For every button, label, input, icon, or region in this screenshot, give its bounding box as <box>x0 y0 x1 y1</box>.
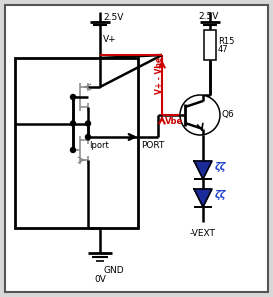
Text: Iport: Iport <box>89 140 109 149</box>
Text: 47: 47 <box>218 45 229 55</box>
Text: Vbe: Vbe <box>165 116 183 126</box>
Text: 0V: 0V <box>94 275 106 284</box>
Bar <box>15 58 138 228</box>
Text: GND: GND <box>104 266 125 275</box>
Circle shape <box>180 95 220 135</box>
Text: -VEXT: -VEXT <box>190 229 216 238</box>
Circle shape <box>85 121 91 126</box>
Circle shape <box>85 135 91 140</box>
Circle shape <box>70 94 76 99</box>
Circle shape <box>70 148 76 152</box>
Text: R15: R15 <box>218 37 235 45</box>
Text: ζζ: ζζ <box>215 162 227 172</box>
Bar <box>204 30 216 60</box>
Text: 2.5V: 2.5V <box>198 12 218 21</box>
Text: PORT: PORT <box>141 141 164 151</box>
Text: Q6: Q6 <box>222 110 235 119</box>
Text: ζζ: ζζ <box>215 190 227 200</box>
Polygon shape <box>194 161 212 179</box>
Circle shape <box>70 121 76 126</box>
Text: V+: V+ <box>103 36 117 45</box>
Text: V+ - Vbe: V+ - Vbe <box>156 56 165 94</box>
Text: 2.5V: 2.5V <box>103 13 123 22</box>
Polygon shape <box>194 189 212 207</box>
